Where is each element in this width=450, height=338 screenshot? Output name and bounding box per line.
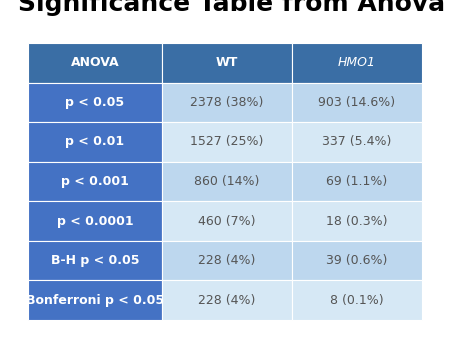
Text: p < 0.001: p < 0.001 xyxy=(61,175,129,188)
Text: WT: WT xyxy=(216,56,238,69)
Text: 39 (0.6%): 39 (0.6%) xyxy=(326,254,388,267)
Bar xyxy=(28,43,162,82)
Bar xyxy=(292,281,422,320)
Text: 903 (14.6%): 903 (14.6%) xyxy=(319,96,396,109)
Text: 228 (4%): 228 (4%) xyxy=(198,294,256,307)
Bar xyxy=(292,162,422,201)
Bar xyxy=(28,82,162,122)
Bar xyxy=(292,241,422,281)
Text: 337 (5.4%): 337 (5.4%) xyxy=(322,136,392,148)
Bar xyxy=(292,82,422,122)
Bar xyxy=(28,281,162,320)
Bar xyxy=(28,122,162,162)
Text: 2378 (38%): 2378 (38%) xyxy=(190,96,264,109)
Text: p < 0.01: p < 0.01 xyxy=(65,136,125,148)
Text: 1527 (25%): 1527 (25%) xyxy=(190,136,264,148)
Bar xyxy=(28,162,162,201)
Bar xyxy=(162,281,292,320)
Bar xyxy=(292,201,422,241)
Bar xyxy=(292,122,422,162)
Bar xyxy=(292,43,422,82)
Text: p < 0.0001: p < 0.0001 xyxy=(57,215,133,227)
Text: 860 (14%): 860 (14%) xyxy=(194,175,260,188)
Text: 228 (4%): 228 (4%) xyxy=(198,254,256,267)
Text: HMO1: HMO1 xyxy=(338,56,376,69)
Text: Bonferroni p < 0.05: Bonferroni p < 0.05 xyxy=(26,294,164,307)
Text: 69 (1.1%): 69 (1.1%) xyxy=(326,175,387,188)
Text: ANOVA: ANOVA xyxy=(71,56,119,69)
Bar xyxy=(162,241,292,281)
Text: 8 (0.1%): 8 (0.1%) xyxy=(330,294,384,307)
Bar xyxy=(162,82,292,122)
Text: 18 (0.3%): 18 (0.3%) xyxy=(326,215,388,227)
Text: 460 (7%): 460 (7%) xyxy=(198,215,256,227)
Bar xyxy=(162,162,292,201)
Text: Significance Table from Anova Test: Significance Table from Anova Test xyxy=(18,0,450,16)
Bar xyxy=(162,201,292,241)
Bar xyxy=(162,122,292,162)
Text: B-H p < 0.05: B-H p < 0.05 xyxy=(51,254,139,267)
Bar xyxy=(28,201,162,241)
Text: p < 0.05: p < 0.05 xyxy=(65,96,125,109)
Bar xyxy=(162,43,292,82)
Bar xyxy=(28,241,162,281)
